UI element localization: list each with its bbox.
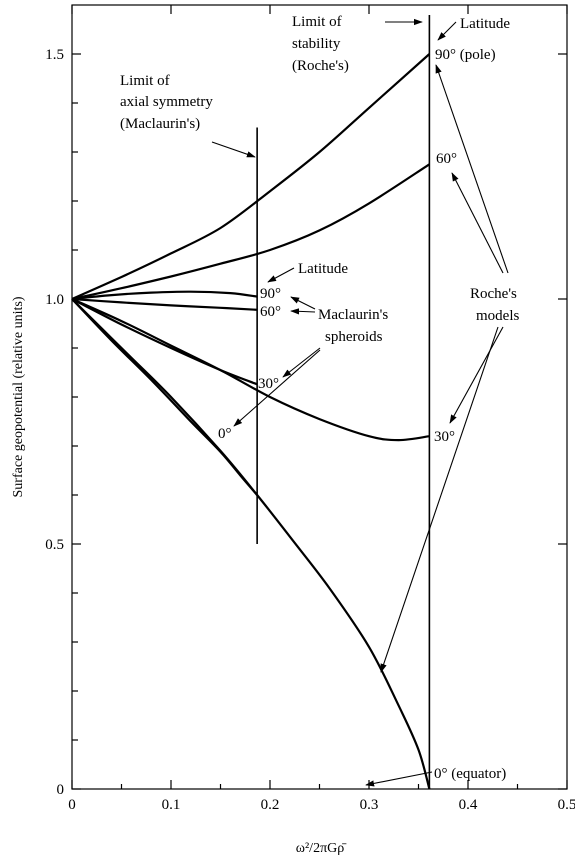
mac-arrow-90 [290, 296, 316, 310]
roches-models-label-1: Roche's [470, 286, 517, 302]
limit-maclaurin-arrow [211, 141, 256, 158]
x-tick-label: 0.5 [558, 797, 575, 813]
maclaurin-curve-30 [71, 298, 258, 386]
y-tick-label: 1.0 [45, 292, 64, 308]
x-axis-ticks: 0 0.1 0.2 0.3 0.4 0.5 [68, 5, 575, 813]
roches-models-label-2: models [476, 308, 519, 324]
roche-90-label: 90° (pole) [435, 47, 496, 63]
roche-arrow-90 [435, 64, 509, 274]
roche-arrow-30 [449, 326, 504, 424]
roche-0-arrow [365, 771, 433, 787]
latitude-mid-arrow [267, 267, 295, 283]
roche-0-label: 0° (equator) [434, 766, 506, 782]
roche-30-label: 30° [434, 429, 455, 445]
latitude-label-top: Latitude [460, 16, 510, 32]
mac-arrow-30 [282, 347, 321, 378]
limit-maclaurin-label-1: Limit of [120, 73, 170, 89]
limit-roche-label-1: Limit of [292, 14, 342, 30]
limit-roche-label-2: stability [292, 36, 341, 52]
roche-curve-90 [71, 53, 431, 301]
roche-curve-60 [71, 163, 430, 301]
series-curves [71, 53, 431, 790]
y-axis-title: Surface geopotential (relative units) [11, 296, 26, 497]
x-tick-label: 0.1 [162, 797, 181, 813]
maclaurin-curve-90 [71, 290, 258, 301]
maclaurins-spheroids-label-2: spheroids [325, 329, 383, 345]
limit-maclaurin-label-2: axial symmetry [120, 94, 213, 110]
latitude-label-mid: Latitude [298, 261, 348, 277]
x-tick-label: 0.3 [360, 797, 379, 813]
y-tick-label: 1.5 [45, 47, 64, 63]
x-tick-label: 0 [68, 797, 76, 813]
x-tick-label: 0.2 [261, 797, 280, 813]
mac-60-label: 60° [260, 304, 281, 320]
y-tick-label: 0 [57, 782, 65, 798]
mac-0-label: 0° [218, 426, 232, 442]
mac-90-label: 90° [260, 286, 281, 302]
roche-curve-30 [71, 297, 430, 442]
roche-arrow-60 [451, 172, 504, 274]
maclaurin-curve-60 [71, 297, 258, 311]
maclaurin-curve-0 [71, 298, 258, 496]
roche-arrow-0 [380, 326, 499, 673]
y-tick-label: 0.5 [45, 537, 64, 553]
x-tick-label: 0.4 [459, 797, 478, 813]
roche-60-label: 60° [436, 151, 457, 167]
latitude-top-arrow [437, 21, 457, 41]
limit-maclaurin-label-3: (Maclaurin's) [120, 116, 200, 132]
mac-arrow-0 [233, 349, 321, 427]
maclaurins-spheroids-label-1: Maclaurin's [318, 307, 388, 323]
roche-curve-0 [71, 298, 431, 790]
mac-30-label: 30° [258, 376, 279, 392]
y-axis-ticks: 0 0.5 1.0 1.5 [45, 47, 567, 798]
x-axis-title: ω²/2πGρ̄ [296, 841, 347, 856]
limit-roche-label-3: (Roche's) [292, 58, 349, 74]
mac-arrow-60 [290, 308, 316, 315]
